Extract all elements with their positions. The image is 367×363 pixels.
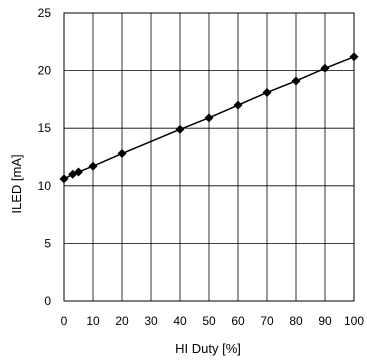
- y-tick-label: 20: [38, 64, 52, 78]
- y-tick-label: 10: [38, 179, 52, 193]
- x-tick-label: 50: [202, 314, 216, 328]
- x-tick-label: 0: [61, 314, 68, 328]
- x-axis-title: HI Duty [%]: [175, 341, 241, 356]
- y-tick-label: 0: [44, 294, 51, 308]
- x-tick-label: 70: [260, 314, 274, 328]
- x-tick-label: 90: [318, 314, 332, 328]
- x-tick-label: 10: [86, 314, 100, 328]
- y-tick-label: 25: [38, 6, 52, 20]
- x-tick-label: 80: [289, 314, 303, 328]
- y-axis-title: ILED [mA]: [9, 154, 24, 213]
- y-tick-label: 15: [38, 121, 52, 135]
- x-tick-label: 40: [173, 314, 187, 328]
- y-tick-label: 5: [44, 236, 51, 250]
- x-tick-label: 30: [144, 314, 158, 328]
- x-tick-label: 100: [344, 314, 364, 328]
- x-tick-label: 60: [231, 314, 245, 328]
- x-tick-label: 20: [115, 314, 129, 328]
